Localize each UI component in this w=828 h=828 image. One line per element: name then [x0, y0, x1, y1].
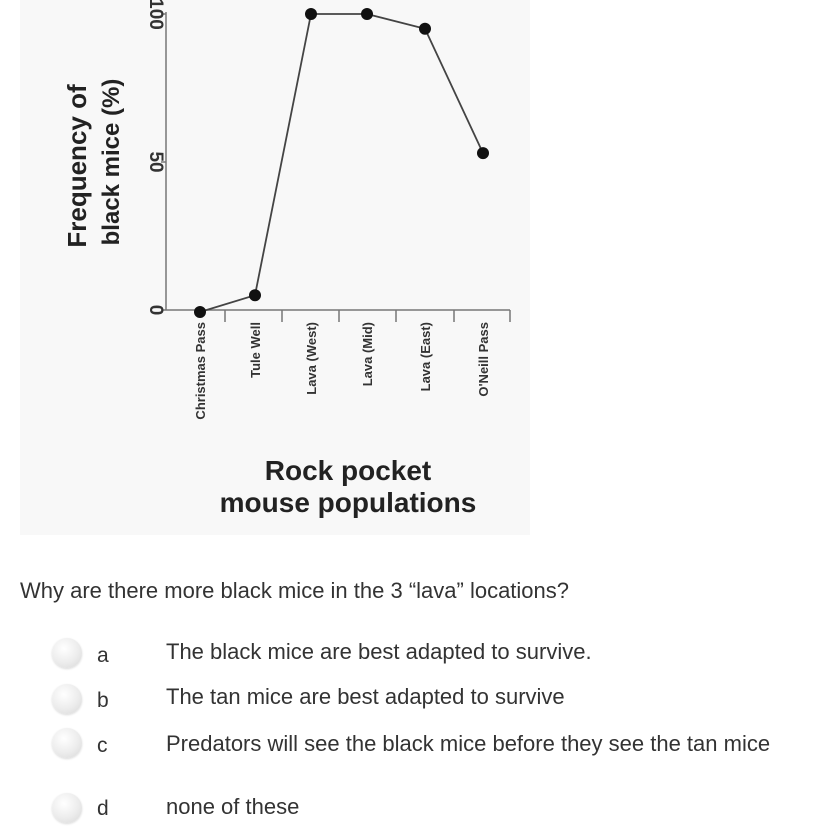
question-text: Why are there more black mice in the 3 “…	[20, 578, 570, 603]
data-point	[477, 147, 489, 160]
y-tick-label: 50	[145, 151, 166, 172]
y-axis-title: Frequency of black mice (%)	[62, 79, 125, 248]
x-tick-labels: Christmas Pass Tule Well Lava (West) Lava (…	[193, 322, 491, 420]
option-letter-c: c	[97, 734, 108, 757]
x-tick-label: Lava (Mid)	[360, 322, 375, 386]
x-axis-title-line2: mouse populations	[220, 487, 477, 518]
y-axis-title-line2: black mice (%)	[98, 79, 125, 246]
line-chart: Frequency of black mice (%) 0 50 100 Chris…	[62, 0, 511, 518]
radio-button-b[interactable]	[52, 684, 82, 714]
y-tick-labels: 0 50 100	[145, 0, 166, 315]
x-tick-label: Lava (East)	[418, 322, 433, 391]
y-axis-title-line1: Frequency of	[62, 84, 92, 248]
x-tick-label: Christmas Pass	[193, 322, 208, 420]
data-point	[419, 22, 431, 35]
x-tick-label: Tule Well	[248, 322, 263, 378]
option-text-c: Predators will see the black mice before…	[166, 731, 771, 756]
option-letter-a: a	[97, 644, 109, 667]
option-text-b: The tan mice are best adapted to survive	[166, 684, 565, 709]
option-letter-d: d	[97, 797, 109, 820]
radio-button-c[interactable]	[52, 728, 82, 758]
data-point	[305, 8, 317, 20]
axes	[161, 12, 511, 322]
x-axis-title-line1: Rock pocket	[265, 455, 432, 486]
chart-panel: Frequency of black mice (%) 0 50 100 Chris…	[20, 0, 530, 535]
data-point	[194, 306, 206, 318]
radio-button-a[interactable]	[52, 638, 82, 668]
data-point	[249, 289, 261, 302]
data-point	[361, 8, 373, 20]
x-tick-label: O'Neill Pass	[476, 322, 491, 397]
x-tick-label: Lava (West)	[304, 322, 319, 395]
y-tick-label: 100	[145, 0, 166, 30]
radio-button-d[interactable]	[52, 793, 82, 823]
option-text-d: none of these	[166, 794, 300, 819]
x-axis-title: Rock pocket mouse populations	[220, 455, 477, 518]
option-letter-b: b	[97, 689, 109, 712]
option-text-a: The black mice are best adapted to survi…	[166, 639, 592, 664]
data-line	[199, 13, 484, 313]
y-tick-label: 0	[145, 305, 166, 316]
series-line	[194, 8, 489, 318]
